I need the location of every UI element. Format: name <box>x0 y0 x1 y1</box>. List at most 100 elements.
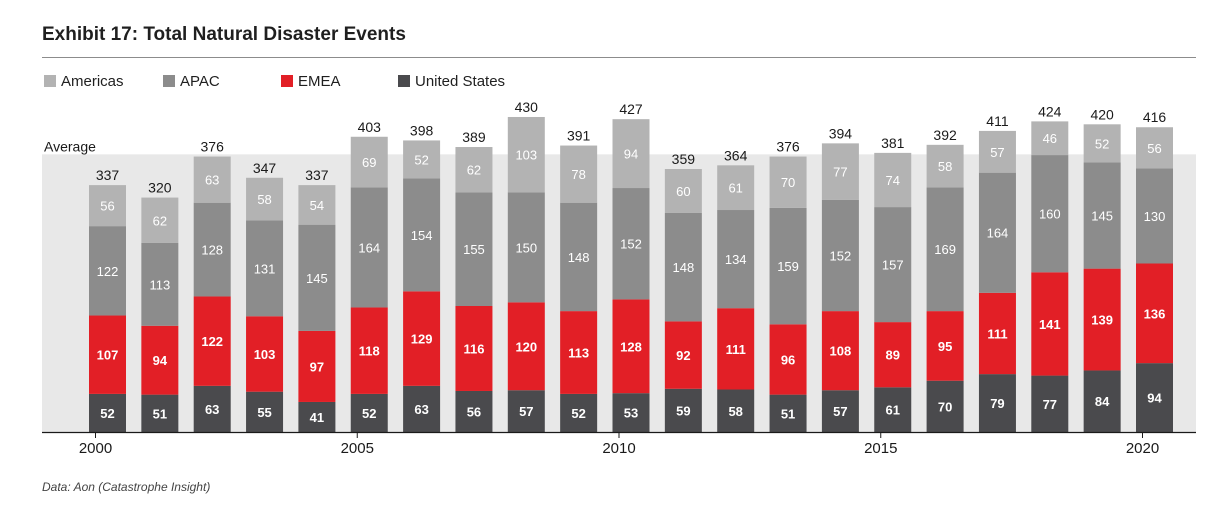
bar-segment-us-2014 <box>821 390 859 432</box>
total-label-2017: 411 <box>986 113 1009 129</box>
data-label-us-2020: 94 <box>1147 391 1162 406</box>
bar-segment-americas-2018 <box>1031 121 1069 156</box>
data-label-us-2003: 55 <box>257 405 271 420</box>
data-label-emea-2006: 129 <box>411 332 433 347</box>
bar-segment-americas-2001 <box>141 197 179 243</box>
data-label-emea-2016: 95 <box>938 339 952 354</box>
bar-segment-apac-2017 <box>978 172 1016 293</box>
data-label-apac-2014: 152 <box>830 248 852 263</box>
legend-swatch-emea <box>281 75 293 87</box>
bar-segment-us-2004 <box>298 401 336 432</box>
data-label-apac-2005: 164 <box>358 240 380 255</box>
bar-segment-americas-2013 <box>769 156 807 208</box>
data-label-apac-2003: 131 <box>254 261 276 276</box>
data-label-us-2007: 56 <box>467 404 481 419</box>
legend-item-americas: Americas <box>44 73 124 90</box>
data-label-us-2018: 77 <box>1043 397 1057 412</box>
total-label-2020: 416 <box>1143 109 1167 125</box>
bar-segment-emea-2008 <box>507 302 545 391</box>
data-label-apac-2008: 150 <box>515 240 537 255</box>
bar-segment-apac-2011 <box>664 212 702 322</box>
average-label: Average <box>44 138 96 154</box>
bar-segment-us-2009 <box>560 393 598 432</box>
bar-segment-americas-2008 <box>507 116 545 193</box>
bar-segment-emea-2006 <box>403 291 441 386</box>
data-label-americas-2002: 63 <box>205 173 219 188</box>
data-label-emea-2002: 122 <box>201 334 223 349</box>
bar-segment-us-2011 <box>664 388 702 432</box>
data-label-apac-2018: 160 <box>1039 207 1061 222</box>
bar-segment-emea-2018 <box>1031 272 1069 376</box>
bar-segment-apac-2013 <box>769 207 807 325</box>
legend-label-americas: Americas <box>61 73 124 90</box>
bar-segment-emea-2007 <box>455 305 493 391</box>
x-tick-label-2015: 2015 <box>864 440 897 457</box>
bar-segment-emea-2017 <box>978 292 1016 375</box>
data-label-apac-2016: 169 <box>934 242 956 257</box>
data-label-americas-2012: 61 <box>728 181 742 196</box>
bar-segment-us-2003 <box>246 391 284 432</box>
bar-segment-emea-2019 <box>1083 268 1121 371</box>
bar-segment-emea-2011 <box>664 321 702 389</box>
data-label-us-2015: 61 <box>886 403 900 418</box>
data-label-americas-2007: 62 <box>467 163 481 178</box>
bar-segment-emea-2020 <box>1136 263 1173 364</box>
bar-segment-us-2019 <box>1083 370 1121 432</box>
bar-segment-us-2016 <box>926 380 964 432</box>
bar-segment-americas-2020 <box>1136 127 1173 169</box>
bar-segment-apac-2007 <box>455 192 493 306</box>
bar-segment-emea-2000 <box>89 315 126 394</box>
bar-segment-emea-2009 <box>560 311 598 394</box>
data-label-emea-2008: 120 <box>515 339 537 354</box>
data-label-emea-2001: 94 <box>153 353 168 368</box>
data-label-emea-2019: 139 <box>1091 313 1113 328</box>
data-label-emea-2013: 96 <box>781 352 795 367</box>
legend-item-apac: APAC <box>163 73 220 90</box>
bar-segment-apac-2014 <box>821 199 859 312</box>
bar-segment-americas-2000 <box>89 185 126 227</box>
data-label-us-2005: 52 <box>362 406 376 421</box>
data-label-emea-2018: 141 <box>1039 317 1061 332</box>
legend-label-emea: EMEA <box>298 73 341 90</box>
data-label-apac-2011: 148 <box>672 260 694 275</box>
data-label-americas-2011: 60 <box>676 184 690 199</box>
bar-segment-apac-2016 <box>926 187 964 312</box>
total-label-2019: 420 <box>1090 106 1114 122</box>
total-label-2018: 424 <box>1038 103 1062 119</box>
data-label-us-2012: 58 <box>728 404 742 419</box>
total-label-2007: 389 <box>462 129 486 145</box>
data-label-apac-2001: 113 <box>149 277 170 292</box>
data-label-apac-2002: 128 <box>201 243 223 258</box>
bar-segment-apac-2002 <box>193 202 231 297</box>
data-label-emea-2012: 111 <box>726 342 746 357</box>
bar-segment-americas-2002 <box>193 156 231 203</box>
bar-segment-us-2017 <box>978 374 1016 432</box>
data-label-americas-2006: 52 <box>414 152 428 167</box>
data-label-us-2004: 41 <box>310 410 324 425</box>
data-label-americas-2019: 52 <box>1095 136 1109 151</box>
bar-segment-emea-2016 <box>926 311 964 381</box>
bar-segment-apac-2008 <box>507 192 545 303</box>
data-label-us-2017: 79 <box>990 396 1004 411</box>
bar-segment-us-2020 <box>1136 363 1173 432</box>
data-label-us-2014: 57 <box>833 404 847 419</box>
bar-segment-apac-2004 <box>298 224 336 331</box>
total-label-2012: 364 <box>724 147 748 163</box>
bar-segment-apac-2018 <box>1031 155 1069 273</box>
bar-segment-americas-2003 <box>246 177 284 221</box>
bar-segment-americas-2009 <box>560 145 598 203</box>
legend-item-united-states: United States <box>398 73 505 90</box>
total-label-2008: 430 <box>515 99 539 115</box>
data-label-apac-2015: 157 <box>882 258 904 273</box>
data-label-americas-2004: 54 <box>310 198 324 213</box>
legend-label-united-states: United States <box>415 73 506 90</box>
bar-segment-emea-2012 <box>717 308 755 390</box>
total-label-2005: 403 <box>358 119 382 135</box>
bar-segment-us-2018 <box>1031 375 1069 432</box>
x-tick-label-2010: 2010 <box>602 440 635 457</box>
data-label-emea-2010: 128 <box>620 339 642 354</box>
data-label-americas-2013: 70 <box>781 175 795 190</box>
data-label-americas-2001: 62 <box>153 213 167 228</box>
bar-segment-us-2007 <box>455 390 493 432</box>
